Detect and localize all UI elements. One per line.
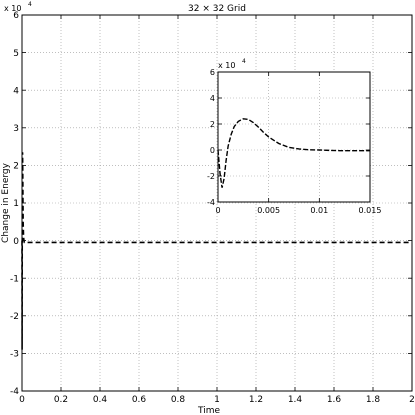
chart-title: 32 × 32 Grid: [188, 4, 246, 14]
main-y-tick-label: -3: [10, 350, 19, 360]
inset-x-tick-label: 0: [215, 206, 220, 215]
main-x-tick-label: 0: [19, 395, 25, 405]
main-x-tick-label: 1.2: [249, 395, 263, 405]
main-series-line: [21, 152, 412, 350]
inset-x-tick-labels: 0 0.005 0.01 0.015: [215, 206, 381, 215]
main-y-tick-labels: -4 -3 -2 -1 0 1 2 3 4 5 6: [10, 11, 19, 397]
main-x-tick-label: 0.8: [171, 395, 186, 405]
inset-y-tick-label: -2: [207, 172, 215, 181]
inset-grid: [218, 72, 370, 202]
main-series: [21, 152, 412, 350]
inset-plot-area: [218, 72, 370, 202]
main-tick-marks: [21, 14, 413, 392]
x-axis-label: Time: [197, 406, 220, 415]
main-x-tick-label: 1.8: [366, 395, 381, 405]
inset-x-tick-label: 0.01: [310, 206, 328, 215]
main-y-tick-label: 1: [13, 199, 19, 209]
main-x-tick-label: 1: [214, 395, 220, 405]
inset-tick-marks: [217, 71, 371, 203]
y-axis-label: Change in Energy: [1, 162, 11, 243]
main-grid: [22, 15, 412, 391]
main-y-tick-label: -1: [10, 274, 19, 284]
main-x-tick-label: 1.4: [288, 395, 303, 405]
main-x-tick-label: 0.2: [54, 395, 68, 405]
inset-y-tick-labels: -4 -2 0 2 4 6: [207, 68, 215, 207]
inset-axes-frame: [217, 71, 371, 203]
main-x-tick-label: 0.4: [93, 395, 108, 405]
inset-y-tick-label: -4: [207, 198, 215, 207]
main-x-tick-label: 1.6: [327, 395, 342, 405]
inset-series-line: [217, 118, 370, 188]
main-y-tick-label: 5: [13, 49, 19, 59]
inset-y-exponent-base: x 10: [218, 61, 235, 70]
main-y-tick-label: -2: [10, 312, 19, 322]
main-y-tick-label: 0: [13, 237, 19, 247]
main-y-tick-label: 6: [13, 11, 19, 21]
inset-series: [217, 118, 370, 188]
main-y-tick-label: 2: [13, 162, 19, 172]
main-x-tick-label: 2: [409, 395, 415, 405]
inset-y-tick-label: 6: [210, 68, 215, 77]
inset-y-tick-label: 4: [210, 94, 215, 103]
inset-y-tick-label: 0: [210, 146, 215, 155]
main-x-tick-label: 0.6: [132, 395, 147, 405]
inset-y-tick-label: 2: [210, 120, 215, 129]
main-y-tick-label: -4: [10, 387, 19, 397]
inset-y-exponent-power: 4: [242, 58, 246, 65]
inset-chart: 0 0.005 0.01 0.015 -4 -2 0 2 4 6 x 10 4: [207, 58, 381, 215]
inset-x-tick-label: 0.015: [359, 206, 382, 215]
y-exponent-base: x 10: [4, 4, 21, 13]
main-y-tick-label: 3: [13, 124, 19, 134]
inset-x-tick-label: 0.005: [257, 206, 280, 215]
y-exponent-power: 4: [28, 1, 32, 8]
main-y-tick-label: 4: [13, 86, 19, 96]
main-x-tick-labels: 0 0.2 0.4 0.6 0.8 1 1.2 1.4 1.6 1.8 2: [19, 395, 415, 405]
